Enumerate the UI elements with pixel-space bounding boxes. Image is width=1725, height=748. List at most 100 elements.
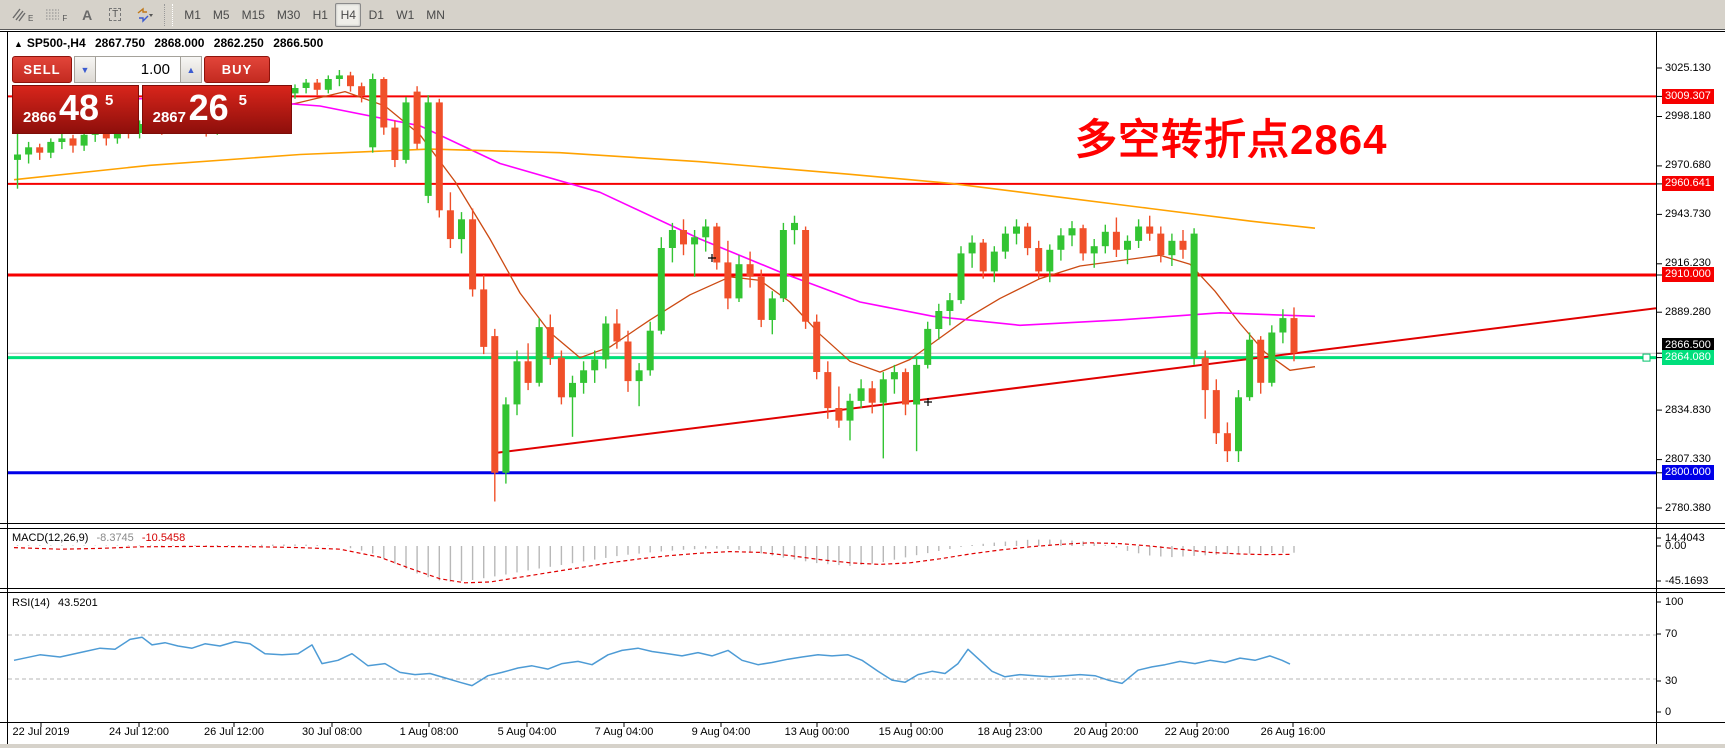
candle [413, 86, 421, 150]
macd-rsi-separator-2[interactable] [0, 592, 1725, 593]
candle [657, 237, 665, 335]
volume-increase-button[interactable]: ▲ [180, 56, 202, 83]
buy-price-prefix: 2867 [152, 109, 186, 126]
candle [1290, 307, 1298, 362]
time-axis-label: 18 Aug 23:00 [977, 726, 1043, 738]
candle [458, 212, 465, 254]
main-macd-separator-2[interactable] [0, 528, 1725, 529]
candle [424, 95, 432, 204]
timeframe-h1[interactable]: H1 [312, 7, 328, 22]
time-axis-label: 26 Aug 16:00 [1260, 726, 1326, 738]
indicators-icon[interactable]: E [6, 3, 38, 27]
candle [535, 318, 543, 387]
sell-price-main: 48 [59, 87, 100, 128]
candle [924, 321, 932, 369]
candle [968, 235, 976, 268]
price-axis-label: 2889.280 [1665, 305, 1711, 318]
buy-price-box[interactable]: 2867 26 5 [141, 85, 292, 134]
main-macd-separator[interactable] [0, 523, 1725, 524]
candle [36, 143, 44, 160]
price-axis-label: 3009.307 [1662, 88, 1714, 104]
timeframe-m5[interactable]: M5 [212, 7, 230, 22]
chart-left-border [7, 31, 8, 744]
volume-input[interactable]: 1.00 [96, 56, 180, 83]
timeframe-d1[interactable]: D1 [368, 7, 384, 22]
candle [69, 134, 77, 153]
candle [480, 275, 488, 355]
time-axis-label: 22 Aug 20:00 [1164, 726, 1230, 738]
price-axis-label: 2780.380 [1665, 501, 1711, 514]
candle [613, 309, 621, 349]
chart-title: ▲ SP500-,H4 2867.750 2868.000 2862.250 28… [14, 36, 329, 50]
candle [857, 379, 865, 408]
label-box-glyph: T [109, 8, 122, 21]
line-handle[interactable] [1642, 353, 1651, 362]
chart-toolbar: E F A T M1 M5 M15 M30 H1 H4 D1 W1 MN [0, 0, 1725, 30]
candle [768, 291, 776, 335]
candle [1135, 219, 1143, 248]
candle [813, 314, 821, 380]
candle [979, 239, 987, 279]
candle [302, 79, 310, 94]
candle [990, 246, 998, 283]
candle [380, 77, 388, 135]
rsi-indicator-label: RSI(14) 43.5201 [12, 597, 98, 609]
volume-decrease-button[interactable]: ▼ [74, 56, 96, 83]
rsi-line [13, 636, 1291, 687]
collapse-triangle-icon[interactable]: ▲ [14, 39, 23, 49]
candle [1046, 244, 1054, 283]
candle [502, 397, 510, 484]
macd-indicator-label: MACD(12,26,9) -8.3745 -10.5458 [12, 532, 185, 544]
cross-marker[interactable] [708, 254, 716, 262]
timeframe-h4[interactable]: H4 [335, 2, 362, 27]
timeframe-m1[interactable]: M1 [184, 7, 201, 22]
price-axis-label: 2970.680 [1665, 159, 1711, 172]
time-axis-label: 26 Jul 12:00 [204, 726, 264, 738]
candle [569, 375, 576, 437]
indicator-axis-label: 70 [1665, 628, 1678, 640]
macd-name: MACD(12,26,9) [12, 532, 89, 544]
candle [435, 98, 443, 218]
candle [1035, 240, 1043, 279]
candle [347, 71, 354, 92]
candle [469, 208, 477, 297]
candle [1168, 233, 1176, 266]
candle [1001, 226, 1009, 259]
arrows-icon[interactable] [130, 3, 158, 27]
candle [25, 141, 33, 164]
grid-icon[interactable]: F [40, 3, 72, 27]
price-axis-label: 2864.080 [1662, 350, 1714, 366]
trendline[interactable] [494, 307, 1657, 454]
candle [902, 368, 909, 416]
time-axis-label: 24 Jul 12:00 [109, 726, 169, 738]
buy-button[interactable]: BUY [204, 56, 270, 83]
time-axis-label: 15 Aug 00:00 [878, 726, 944, 738]
candle [713, 222, 721, 270]
time-axis-label: 20 Aug 20:00 [1073, 726, 1139, 738]
candle [557, 350, 565, 405]
sell-button[interactable]: SELL [12, 56, 72, 83]
candle [1124, 235, 1131, 265]
candle [757, 269, 765, 328]
sell-price-box[interactable]: 2866 48 5 [12, 85, 139, 134]
chart-text-annotation[interactable]: 多空转折点2864 [1075, 116, 1388, 163]
timeframe-mn[interactable]: MN [426, 7, 445, 22]
candle [868, 381, 876, 414]
price-axis-label: 2998.180 [1665, 109, 1711, 122]
indicator-axis-label: 0 [1665, 706, 1672, 718]
candle [1268, 325, 1276, 387]
timeframe-w1[interactable]: W1 [396, 7, 415, 22]
candle [935, 303, 943, 340]
time-axis-label: 30 Jul 08:00 [302, 726, 362, 738]
icon-letter: E [28, 14, 34, 23]
text-icon[interactable]: A [82, 6, 93, 23]
label-icon[interactable]: T [102, 3, 128, 27]
timeframe-m30[interactable]: M30 [276, 7, 301, 22]
cross-marker[interactable] [924, 398, 932, 406]
candle [846, 393, 854, 441]
macd-rsi-separator[interactable] [0, 588, 1725, 589]
candle [1223, 422, 1231, 462]
timeframe-m15[interactable]: M15 [241, 7, 265, 22]
candle [313, 79, 321, 96]
